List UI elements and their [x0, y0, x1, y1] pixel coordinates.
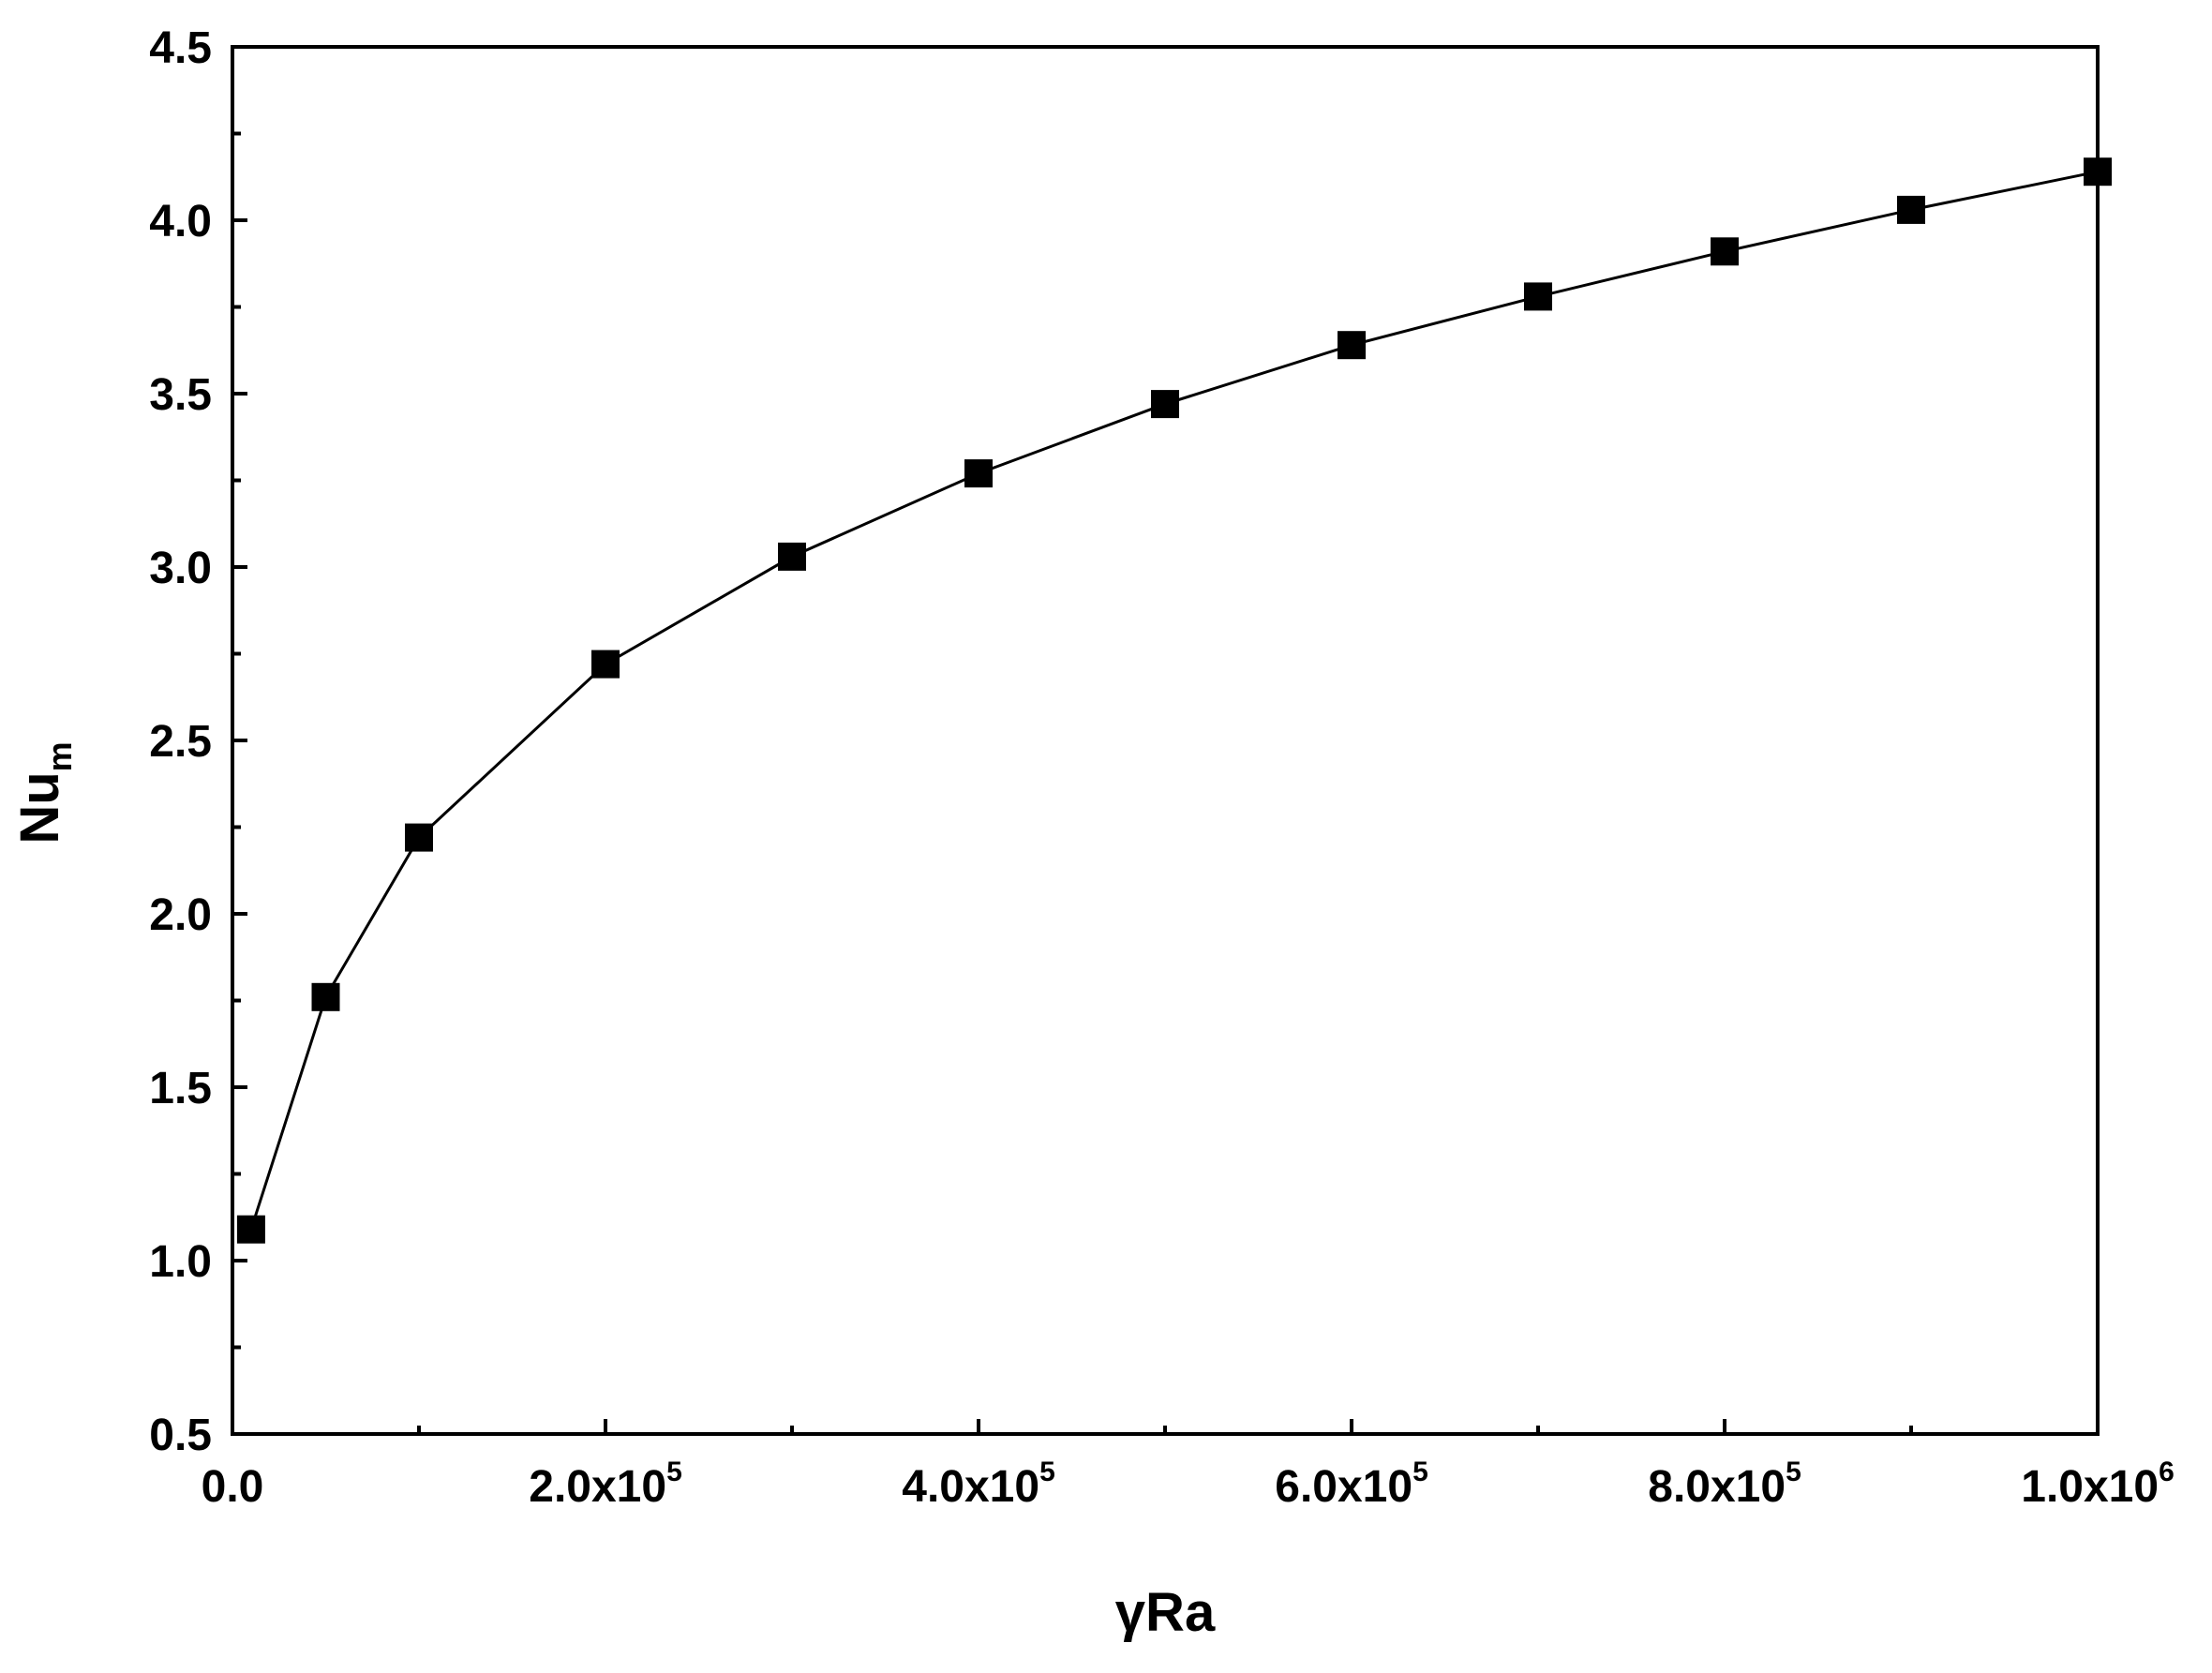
data-point: [405, 823, 433, 852]
data-point: [591, 650, 620, 679]
y-tick-label: 4.0: [149, 197, 212, 246]
data-point: [1151, 390, 1179, 419]
data-point: [1338, 331, 1366, 360]
y-tick-label: 4.5: [149, 23, 212, 73]
x-tick-label: 0.0: [202, 1462, 264, 1512]
y-tick-label: 1.0: [149, 1237, 212, 1287]
x-tick-label: 6.0x105: [1275, 1456, 1428, 1512]
data-point: [1897, 195, 1925, 224]
y-tick-label: 0.5: [149, 1411, 212, 1460]
data-point: [2084, 157, 2112, 187]
y-axis-title-subscript: m: [40, 741, 79, 771]
data-point: [311, 982, 340, 1011]
x-tick-label: 2.0x105: [529, 1456, 682, 1512]
x-tick-label: 1.0x106: [2021, 1456, 2175, 1512]
x-tick-label: 8.0x105: [1648, 1456, 1801, 1512]
data-point: [1524, 282, 1552, 311]
x-tick-label: 4.0x105: [902, 1456, 1055, 1512]
series-line: [249, 170, 2099, 1231]
plot-frame: [231, 45, 2100, 1436]
y-tick-label: 2.5: [149, 717, 212, 767]
data-point: [778, 542, 806, 571]
data-point: [1711, 237, 1739, 266]
y-tick-label: 1.5: [149, 1064, 212, 1113]
data-point: [964, 459, 993, 488]
y-axis-title: Num: [9, 741, 79, 844]
y-axis-title-main: Nu: [9, 771, 70, 844]
y-tick-label: 3.0: [149, 544, 212, 593]
y-tick-label: 2.0: [149, 890, 212, 940]
y-tick-label: 3.5: [149, 370, 212, 420]
data-point: [236, 1215, 265, 1244]
x-axis-title: γRa: [1115, 1582, 1216, 1643]
